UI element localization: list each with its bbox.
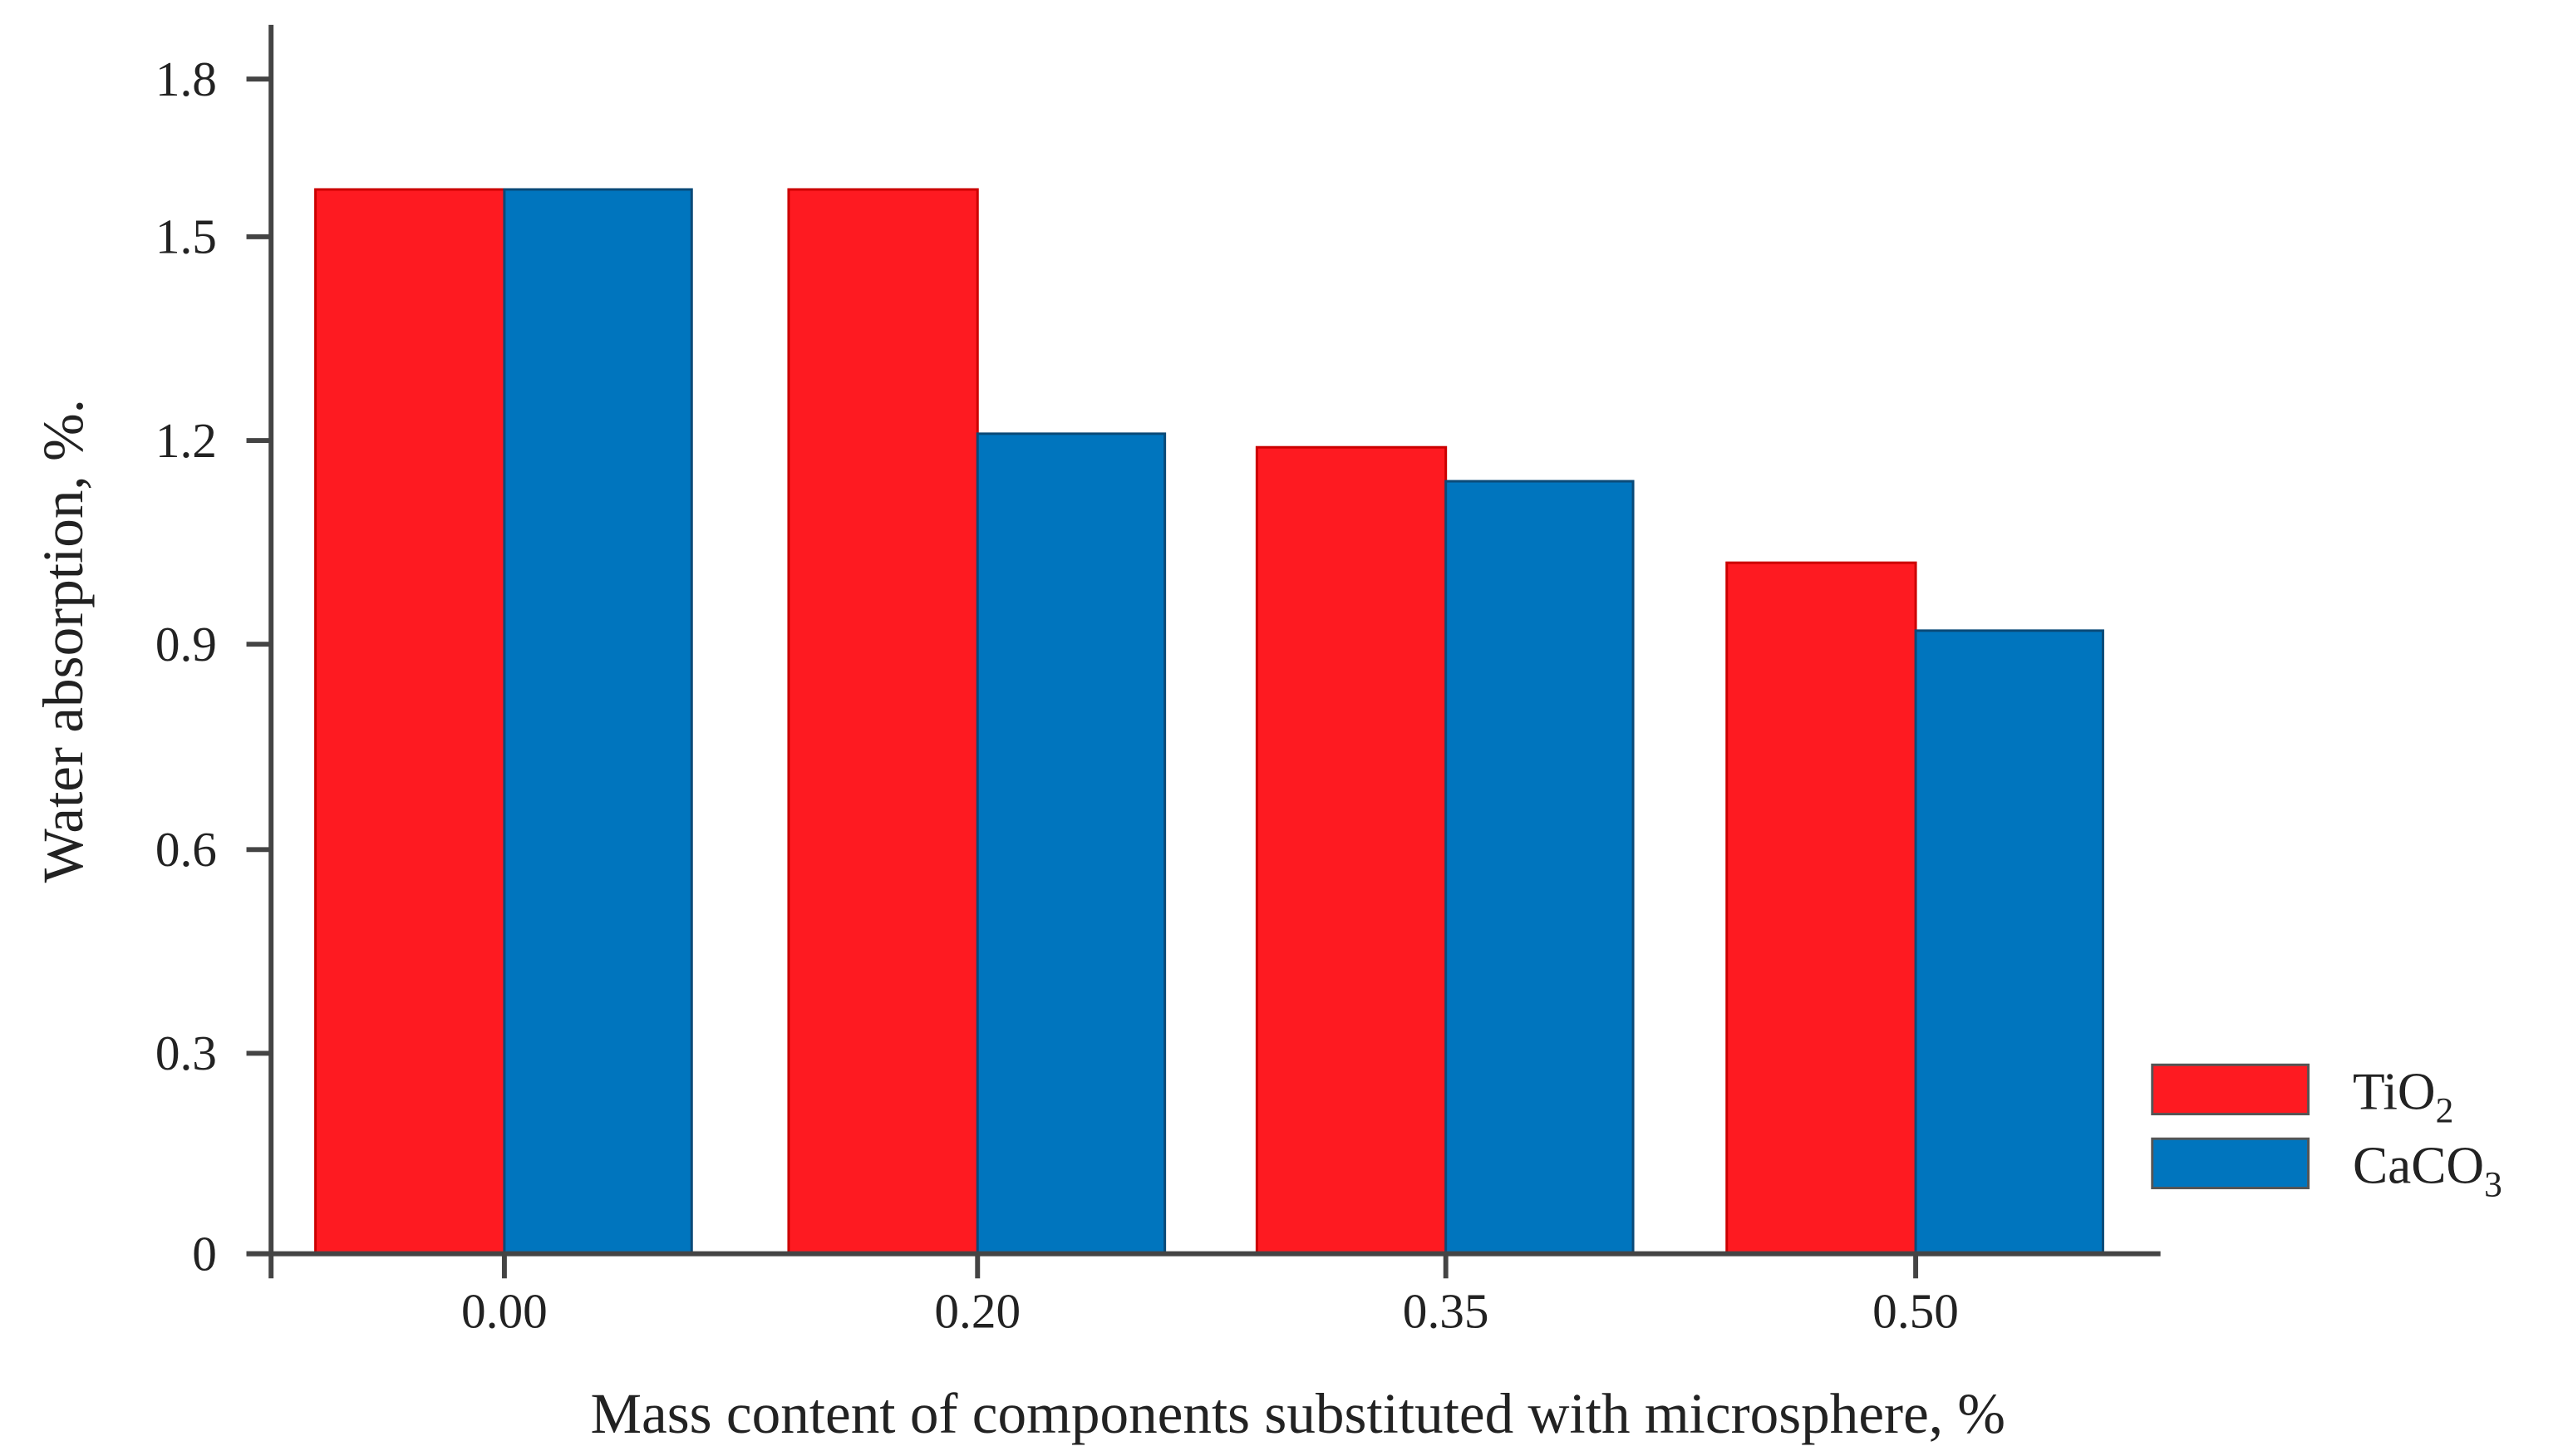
- bars: [314, 188, 2104, 1256]
- y-tick-label: 0: [192, 1226, 217, 1281]
- legend-swatch: [2151, 1137, 2310, 1190]
- y-tick-label: 1.5: [155, 209, 217, 264]
- y-tick-label: 0.6: [155, 822, 217, 877]
- y-tick-label: 1.8: [155, 52, 217, 106]
- y-ticks: 0 0.3 0.6 0.9 1.2 1.5 1.8: [155, 52, 272, 1281]
- legend-label: CaCO3: [2353, 1137, 2502, 1205]
- bar-tio2-0.20: [787, 188, 979, 1256]
- bar-caco3-0.35: [1444, 480, 1635, 1256]
- bar-caco3-0.20: [976, 432, 1167, 1256]
- legend-swatch: [2151, 1063, 2310, 1116]
- y-tick-label: 0.3: [155, 1026, 217, 1080]
- x-tick-label: 0.35: [1403, 1284, 1489, 1339]
- y-axis-label: Water absorption, %.: [31, 399, 95, 883]
- bar-caco3-0.50: [1914, 629, 2104, 1256]
- y-tick-label: 1.2: [155, 413, 217, 468]
- x-ticks: 0.00 0.20 0.35 0.50: [461, 1253, 1959, 1339]
- x-tick-label: 0.20: [934, 1284, 1021, 1339]
- x-axis-label: Mass content of components substituted w…: [591, 1381, 2005, 1445]
- y-tick-label: 0.9: [155, 617, 217, 671]
- bar-tio2-0.50: [1725, 561, 1917, 1256]
- x-tick-label: 0.00: [461, 1284, 548, 1339]
- legend-label: TiO2: [2353, 1063, 2453, 1131]
- x-tick-label: 0.50: [1872, 1284, 1959, 1339]
- bar-caco3-0.00: [503, 188, 693, 1256]
- bar-tio2-0.00: [314, 188, 506, 1256]
- bar-tio2-0.35: [1255, 445, 1448, 1256]
